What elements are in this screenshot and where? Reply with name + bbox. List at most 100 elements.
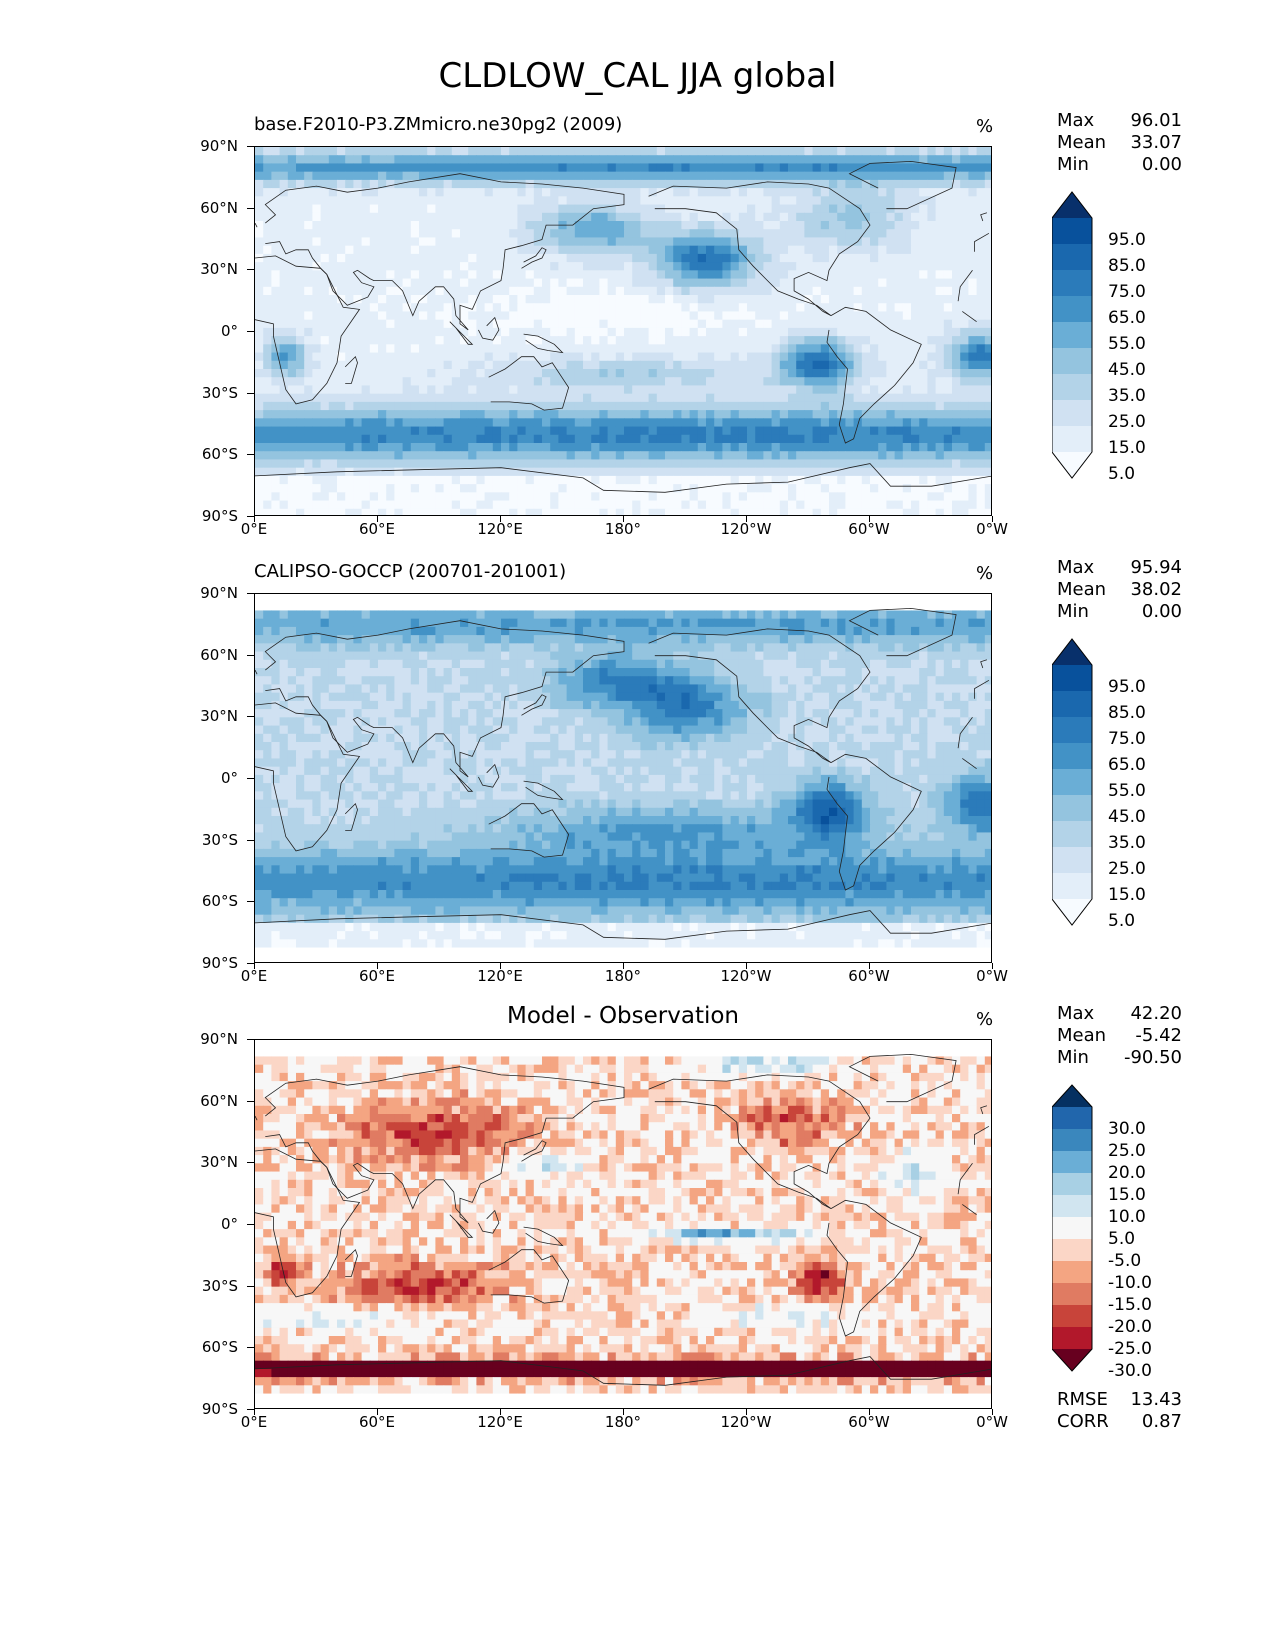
coastline-southamerica [826,753,922,891]
coastline-australia [488,803,570,858]
coastline-eurasia [974,232,990,252]
colorbar-band [1052,717,1092,744]
coastline-eurasia [264,620,625,778]
colorbar-tick-label: 45.0 [1108,807,1146,827]
lat-tick-label: 0° [220,1215,238,1233]
lon-tick-label: 120°W [720,967,772,985]
colorbar-band [1052,743,1092,770]
coastline-uk [980,1105,988,1115]
coastline-uk [255,669,258,675]
lat-tick-mark [247,392,254,394]
stat-value: -90.50 [1123,1047,1182,1068]
stat-label: Max [1057,110,1095,131]
colorbar-tick-label: 25.0 [1108,859,1146,879]
colorbar-band [1052,1151,1092,1174]
lon-tick-mark [623,1409,624,1415]
lon-tick-mark [869,1409,870,1415]
lat-tick-label: 0° [220,769,238,787]
lat-tick-mark [247,1224,254,1225]
colorbar-tick-label: 15.0 [1108,438,1146,458]
coastlines [255,607,991,940]
lon-tick-label: 120°W [720,520,772,538]
coastline-africa [957,270,973,302]
lat-tick-label: 60°S [201,445,238,464]
colorbar-tick-label: 35.0 [1108,833,1146,853]
colorbar-band [1052,1283,1092,1306]
lat-tick-label: 30°S [201,383,238,402]
lon-tick-label: 0°W [976,967,1008,985]
lat-tick-mark [247,146,254,147]
lat-tick-mark [247,1347,254,1349]
stat-row: Mean -5.42 [1057,1025,1182,1047]
lat-tick-mark [247,1039,254,1040]
coastline-borneo [478,1209,500,1234]
lon-tick-label: 120°W [720,1413,772,1431]
colorbar-tick-label: 5.0 [1108,464,1136,484]
map-panel: base.F2010-P3.ZMmicro.ne30pg2 (2009)% Max… [0,110,1275,570]
colorbar-tick-label: 85.0 [1108,256,1146,276]
colorbar-tick-label: 65.0 [1108,308,1146,328]
lon-tick-label: 0°E [240,520,268,538]
map-field-svg [255,1040,991,1408]
lat-tick-label: 60°N [200,645,238,664]
lon-tick-label: 0°E [240,1413,268,1431]
colorbar-extend-max [1052,192,1092,218]
colorbar-extend-min [1052,1349,1092,1371]
coastline-uk [980,212,988,222]
lat-tick-mark [247,269,254,271]
stat-row: Max 96.01 [1057,110,1182,132]
coastline-africa [255,1148,361,1298]
coastline-uk [255,222,258,228]
stats-block: Max 42.20 Mean -5.42 Min -90.50 [1057,1003,1182,1069]
colorbar-band [1052,691,1092,718]
lat-tick-label: 90°N [200,1030,238,1048]
lon-tick-mark [746,963,747,969]
lon-tick-label: 0°W [976,1413,1008,1431]
colorbar-band [1052,244,1092,271]
colorbar-tick-label: 55.0 [1108,334,1146,354]
coastline-madagascar [344,802,358,831]
lon-tick-mark [746,1409,747,1415]
lat-tick-mark [247,207,254,209]
coastline-southamerica [826,306,922,444]
stat-label: Max [1057,1003,1095,1024]
lon-tick-mark [992,1409,993,1415]
panel-title: base.F2010-P3.ZMmicro.ne30pg2 (2009) [254,114,623,135]
lon-tick-mark [623,516,624,522]
colorbar-tick-label: -10.0 [1108,1273,1152,1293]
coastline-southamerica [826,1199,922,1337]
coastline-japan [521,694,547,716]
colorbar-extend-max [1052,1085,1092,1107]
lat-tick-mark [247,1162,254,1164]
stat-label: Max [1057,557,1095,578]
lon-tick-label: 0°E [240,967,268,985]
panel-title: Model - Observation [506,1003,740,1029]
lat-tick-label: 60°S [201,892,238,911]
coastline-madagascar [344,355,358,384]
map-field-svg [255,147,991,515]
coastline-africa [255,255,361,405]
colorbar-tick-label: 15.0 [1108,1185,1146,1205]
colorbar-band [1052,847,1092,874]
stat-label: Min [1057,1047,1089,1068]
lat-tick-mark [247,454,254,456]
lat-tick-label: 30°N [200,260,238,279]
metric-label: CORR [1057,1411,1109,1432]
colorbar-extend-max [1052,639,1092,665]
field-cells [255,1040,991,1408]
colorbar-band [1052,769,1092,796]
coastline-sumatra [449,321,474,345]
lon-tick-mark [377,516,378,522]
lon-tick-label: 60°W [848,520,890,538]
coastline-africa [957,717,973,749]
colorbar [1052,191,1093,479]
coastline-australia [488,356,570,411]
field-cells [255,147,991,515]
coastline-africa [962,758,977,770]
lon-tick-label: 180° [604,520,642,538]
coastline-africa [962,311,977,323]
colorbar-tick-label: 95.0 [1108,677,1146,697]
coastline-greenland [848,607,957,657]
coastline-sumatra [449,1214,474,1238]
lat-tick-mark [247,331,254,332]
